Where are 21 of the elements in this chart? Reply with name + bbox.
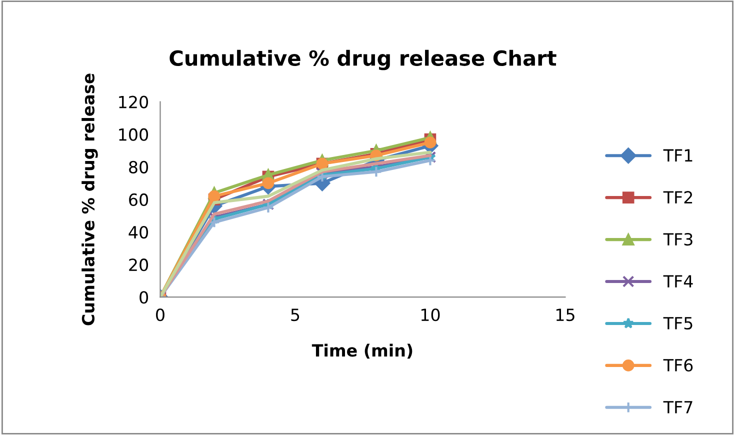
legend-label: TF2 — [663, 191, 692, 204]
legend-label: TF4 — [663, 275, 693, 288]
legend-label: TF7 — [663, 401, 692, 414]
chart-title: Cumulative % drug release Chart — [170, 50, 556, 70]
y-tick-label: 20 — [129, 258, 148, 272]
y-tick-label: 60 — [129, 193, 148, 206]
y-axis-title: Cumulative % drug release — [82, 74, 98, 326]
y-tick-label: 120 — [119, 96, 148, 108]
legend-label: TF6 — [663, 358, 693, 372]
y-tick-label: 0 — [140, 291, 148, 304]
y-tick-label: 100 — [119, 128, 148, 141]
x-tick-label: 15 — [556, 308, 574, 322]
x-axis-title: Time (min) — [312, 344, 412, 359]
y-tick-label: 40 — [128, 226, 148, 239]
legend-label: TF1 — [663, 149, 692, 162]
x-tick-label: 10 — [421, 308, 440, 322]
x-tick-label: 5 — [291, 308, 300, 322]
legend-label: TF3 — [663, 233, 692, 246]
legend-label: TF5 — [663, 317, 692, 330]
x-tick-label: 0 — [156, 308, 164, 322]
y-tick-label: 80 — [129, 160, 148, 174]
